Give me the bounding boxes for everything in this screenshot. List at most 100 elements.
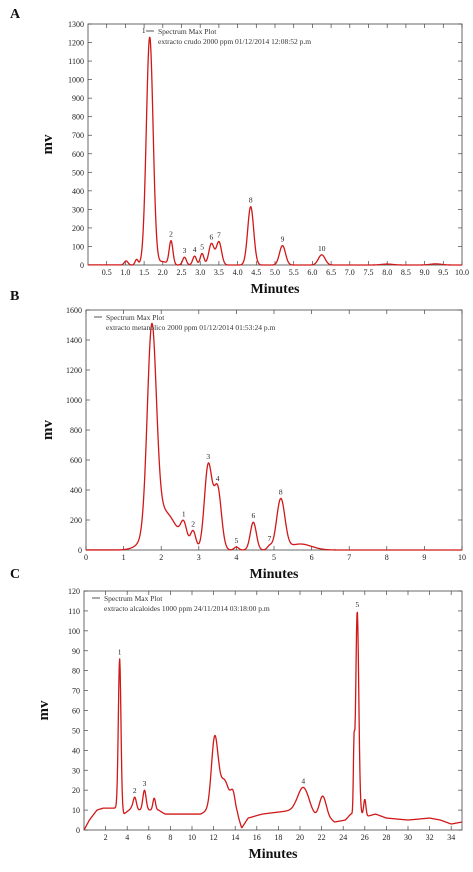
chromatogram-trace bbox=[87, 36, 463, 266]
plot-frame bbox=[83, 590, 463, 831]
x-tick-label: 26 bbox=[361, 833, 369, 842]
peak-label-4: 4 bbox=[193, 245, 197, 254]
x-tick-label: 7 bbox=[347, 553, 351, 562]
legend-title: Spectrum Max Plot bbox=[158, 27, 217, 36]
y-tick-label: 200 bbox=[72, 224, 84, 233]
y-tick-label: 1000 bbox=[66, 396, 82, 405]
x-tick-label: 7.5 bbox=[364, 268, 374, 277]
legend-sample: extracto alcaloides 1000 ppm 24/11/2014 … bbox=[104, 604, 270, 613]
x-tick-label: 5.0 bbox=[270, 268, 280, 277]
x-tick-label: 4.0 bbox=[233, 268, 243, 277]
peak-label-7: 7 bbox=[217, 230, 221, 239]
x-tick-label: 24 bbox=[339, 833, 347, 842]
peak-label-3: 3 bbox=[206, 452, 210, 461]
panel-letter: C bbox=[10, 567, 20, 582]
y-tick-label: 100 bbox=[68, 627, 80, 636]
x-tick-label: 6.5 bbox=[326, 268, 336, 277]
y-tick-label: 0 bbox=[76, 826, 80, 835]
y-tick-label: 100 bbox=[72, 242, 84, 251]
x-tick-label: 8.5 bbox=[401, 268, 411, 277]
x-tick-label: 0.5 bbox=[102, 268, 112, 277]
y-tick-label: 800 bbox=[70, 426, 82, 435]
x-tick-label: 18 bbox=[274, 833, 282, 842]
y-tick-label: 200 bbox=[70, 516, 82, 525]
x-tick-label: 3 bbox=[197, 553, 201, 562]
x-tick-label: 2 bbox=[159, 553, 163, 562]
plot-frame bbox=[87, 23, 463, 266]
x-tick-label: 16 bbox=[253, 833, 261, 842]
x-tick-label: 8 bbox=[385, 553, 389, 562]
y-tick-label: 1200 bbox=[68, 39, 84, 48]
y-tick-label: 0 bbox=[78, 546, 82, 555]
x-tick-label: 9 bbox=[422, 553, 426, 562]
peak-label-8: 8 bbox=[249, 196, 253, 205]
x-tick-label: 4 bbox=[125, 833, 129, 842]
y-tick-label: 110 bbox=[68, 607, 80, 616]
peak-label-1: 1 bbox=[142, 26, 146, 35]
y-tick-label: 900 bbox=[72, 94, 84, 103]
x-tick-label: 2.0 bbox=[158, 268, 168, 277]
x-tick-label: 4 bbox=[234, 553, 238, 562]
x-tick-label: 1.0 bbox=[120, 268, 130, 277]
y-tick-label: 1100 bbox=[68, 57, 84, 66]
chromatogram-trace bbox=[85, 322, 463, 551]
x-tick-label: 2.5 bbox=[177, 268, 187, 277]
legend-title: Spectrum Max Plot bbox=[104, 594, 163, 603]
x-tick-label: 5 bbox=[272, 553, 276, 562]
y-tick-label: 120 bbox=[68, 587, 80, 596]
peak-label-1: 1 bbox=[182, 510, 186, 519]
y-tick-label: 1400 bbox=[66, 336, 82, 345]
x-tick-label: 12 bbox=[210, 833, 218, 842]
x-tick-label: 8.0 bbox=[382, 268, 392, 277]
peak-label-3: 3 bbox=[143, 779, 147, 788]
x-tick-label: 32 bbox=[426, 833, 434, 842]
y-tick-label: 1600 bbox=[66, 306, 82, 315]
y-tick-label: 70 bbox=[72, 687, 80, 696]
x-tick-label: 4.5 bbox=[251, 268, 261, 277]
y-tick-label: 40 bbox=[72, 746, 80, 755]
peak-label-4: 4 bbox=[216, 474, 220, 483]
y-tick-label: 300 bbox=[72, 205, 84, 214]
chromatogram-trace bbox=[83, 611, 463, 831]
y-tick-label: 500 bbox=[72, 168, 84, 177]
y-tick-label: 30 bbox=[72, 766, 80, 775]
peak-label-4: 4 bbox=[301, 776, 305, 785]
x-tick-label: 34 bbox=[447, 833, 455, 842]
peak-label-10: 10 bbox=[318, 244, 326, 253]
x-tick-label: 6.0 bbox=[307, 268, 317, 277]
peak-label-9: 9 bbox=[281, 235, 285, 244]
x-axis-title: Minutes bbox=[249, 847, 299, 862]
y-tick-label: 60 bbox=[72, 707, 80, 716]
y-tick-label: 0 bbox=[80, 261, 84, 270]
x-tick-label: 1 bbox=[122, 553, 126, 562]
x-tick-label: 22 bbox=[318, 833, 326, 842]
y-axis-title: mv bbox=[40, 420, 56, 440]
legend-sample: extracto metanolico 2000 ppm 01/12/2014 … bbox=[106, 323, 276, 332]
x-tick-label: 5.5 bbox=[289, 268, 299, 277]
x-axis-title: Minutes bbox=[251, 282, 301, 297]
x-tick-label: 3.0 bbox=[195, 268, 205, 277]
y-tick-label: 20 bbox=[72, 786, 80, 795]
x-tick-label: 3.5 bbox=[214, 268, 224, 277]
y-tick-label: 800 bbox=[72, 113, 84, 122]
x-tick-label: 2 bbox=[104, 833, 108, 842]
x-tick-label: 20 bbox=[296, 833, 304, 842]
x-tick-label: 6 bbox=[310, 553, 314, 562]
peak-label-1: 1 bbox=[118, 648, 122, 657]
chart-panel-a: A010020030040050060070080090010001100120… bbox=[10, 7, 469, 297]
y-tick-label: 10 bbox=[72, 806, 80, 815]
y-axis-title: mv bbox=[36, 700, 52, 720]
x-tick-label: 1.5 bbox=[139, 268, 149, 277]
y-tick-label: 400 bbox=[70, 486, 82, 495]
peak-label-6: 6 bbox=[210, 232, 214, 241]
y-tick-label: 400 bbox=[72, 187, 84, 196]
x-tick-label: 6 bbox=[147, 833, 151, 842]
x-tick-label: 8 bbox=[168, 833, 172, 842]
panel-letter: B bbox=[10, 289, 19, 304]
peak-label-2: 2 bbox=[191, 519, 195, 528]
x-tick-label: 9.0 bbox=[420, 268, 430, 277]
x-tick-label: 9.5 bbox=[438, 268, 448, 277]
